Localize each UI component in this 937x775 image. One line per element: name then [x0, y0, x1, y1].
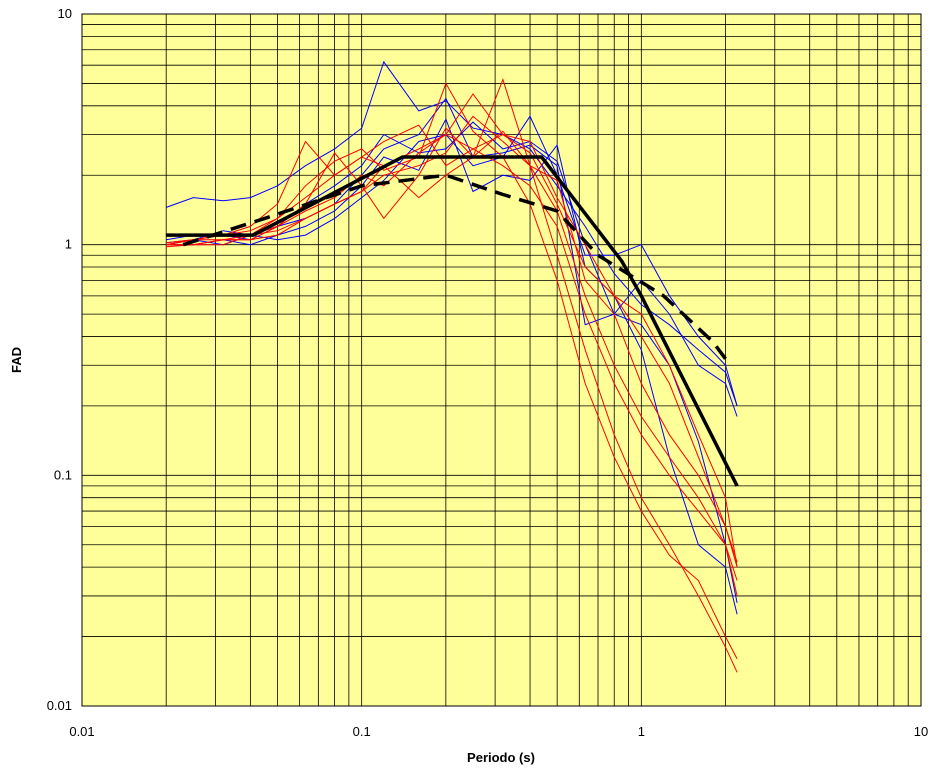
series-line-6	[166, 93, 738, 568]
y-tick-label: 1	[65, 237, 72, 252]
y-tick-label: 0.01	[47, 698, 72, 713]
x-tick-label: 10	[914, 724, 928, 739]
x-axis-title: Periodo (s)	[467, 750, 535, 765]
grid	[82, 14, 921, 706]
series-layer	[166, 60, 738, 673]
x-tick-label: 1	[638, 724, 645, 739]
series-line-12	[166, 130, 738, 597]
x-tick-label: 0.01	[69, 724, 94, 739]
x-tick-label: 0.1	[353, 724, 371, 739]
y-axis-title: FAD	[9, 347, 24, 373]
series-line-11	[166, 115, 738, 563]
envelope-layer	[166, 155, 739, 487]
plot-border	[81, 13, 922, 707]
envelope-line-dashed	[182, 173, 727, 360]
series-line-8	[166, 82, 738, 660]
plot-area	[82, 14, 921, 706]
x-axis-ticks: 0.01 0.1 1 10	[69, 724, 928, 739]
envelope-line-solid	[166, 155, 739, 487]
y-tick-label: 0.1	[54, 467, 72, 482]
y-axis-ticks: 0.01 0.1 1 10	[47, 6, 72, 713]
y-tick-label: 10	[58, 6, 72, 21]
